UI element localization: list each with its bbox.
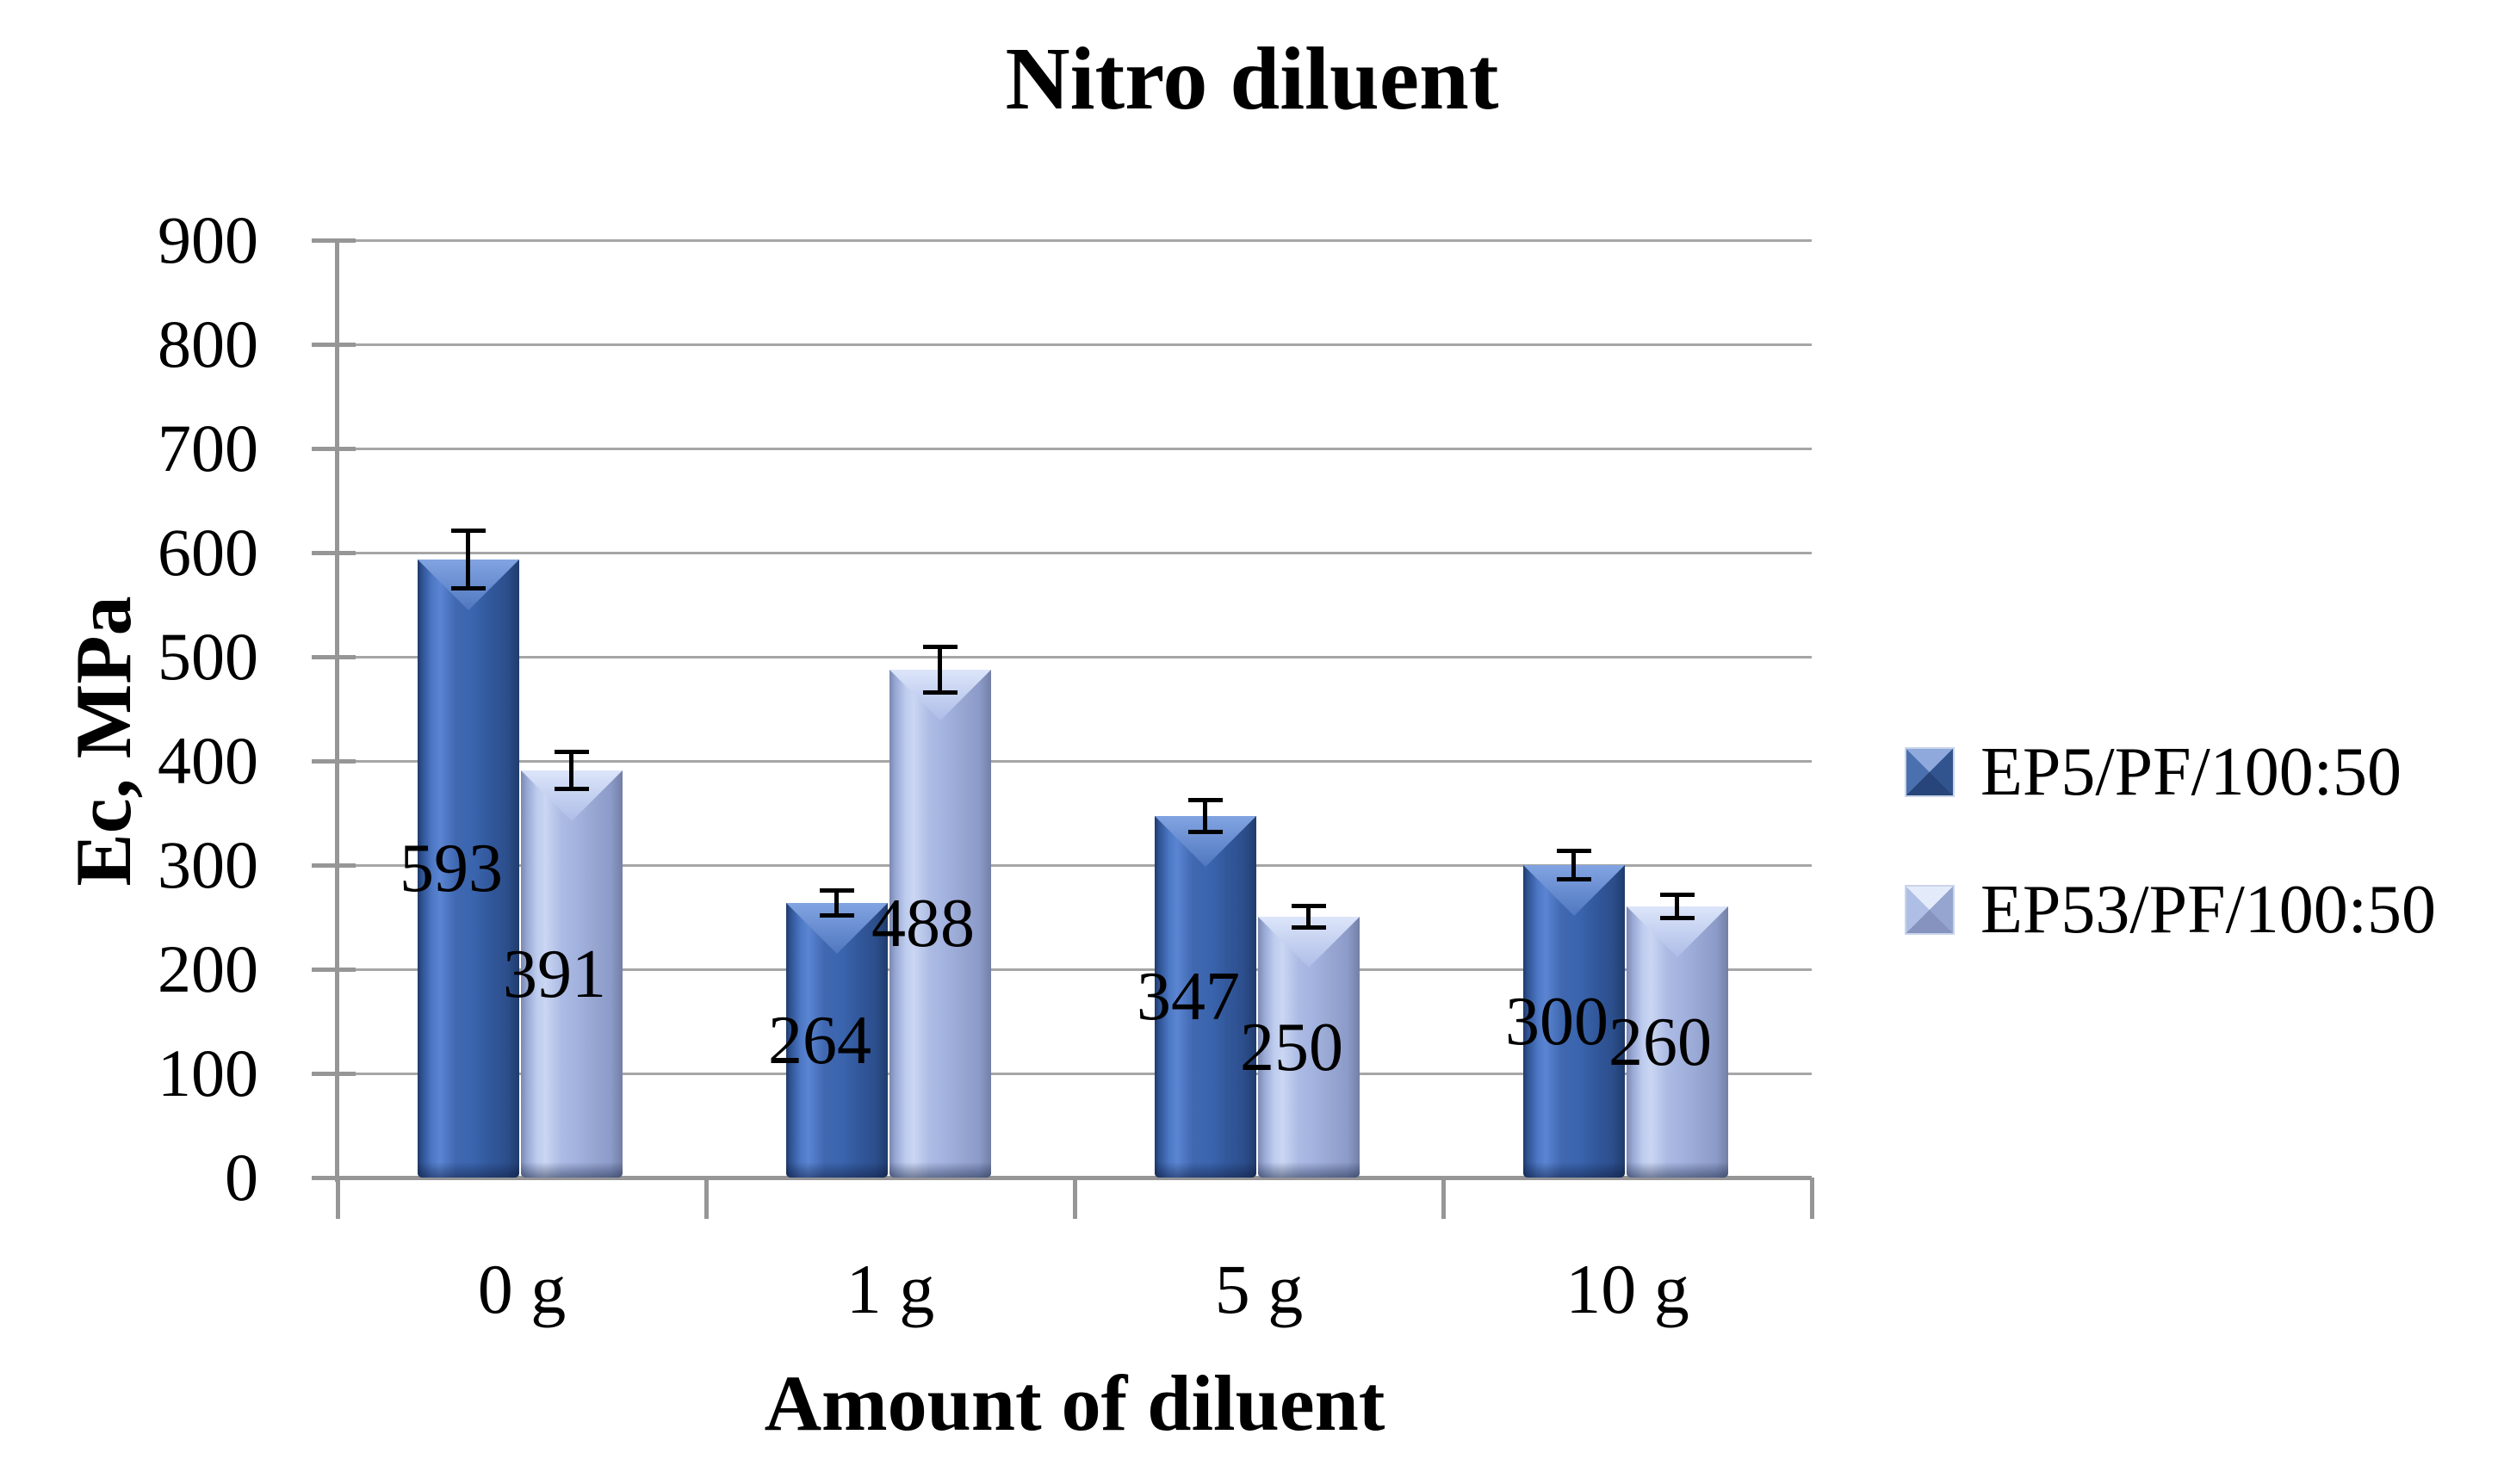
y-tick-label: 900: [158, 202, 258, 277]
error-bar: [923, 645, 958, 695]
legend-entry-label: EP53/PF/100:50: [1980, 871, 2437, 948]
error-bar-line: [1306, 904, 1311, 930]
error-bar-cap-top: [451, 529, 486, 533]
error-bar-cap-top: [1557, 849, 1591, 853]
error-bar-cap-top: [1660, 893, 1695, 897]
x-category-label: 5 g: [1214, 1250, 1304, 1328]
bar-series1-10g: [1523, 865, 1625, 1178]
gridline: [338, 759, 1812, 763]
gridline: [338, 863, 1812, 867]
x-category-label: 10 g: [1565, 1250, 1689, 1328]
x-category-label: 0 g: [477, 1250, 567, 1328]
y-tick-label: 500: [158, 619, 258, 694]
x-axis-title: Amount of diluent: [764, 1359, 1385, 1447]
error-bar-cap-bottom: [1660, 916, 1695, 920]
legend-entry: EP53/PF/100:50: [1905, 871, 2436, 949]
legend-entry-label: EP5/PF/100:50: [1980, 733, 2402, 810]
data-label: 593: [400, 831, 503, 906]
x-axis-tick: [1072, 1178, 1077, 1219]
error-bar: [820, 888, 854, 918]
error-bar-cap-bottom: [451, 586, 486, 591]
y-axis-tick: [312, 967, 356, 972]
error-bar-cap-top: [923, 645, 958, 649]
y-tick-label: 0: [225, 1140, 258, 1215]
error-bar-line: [1571, 849, 1576, 881]
error-bar-line: [466, 529, 470, 591]
legend-entry: EP5/PF/100:50: [1905, 733, 2402, 811]
error-bar-cap-top: [1292, 904, 1326, 908]
bar-series2-5g: [1258, 917, 1360, 1178]
data-label: 250: [1240, 1009, 1343, 1085]
y-tick-label: 700: [158, 411, 258, 485]
error-bar-cap-bottom: [1188, 830, 1223, 834]
legend-swatch-icon: [1905, 885, 1955, 935]
y-axis-tick: [312, 654, 356, 659]
bar-series1-5g: [1155, 816, 1256, 1178]
bar-series1-1g: [786, 903, 888, 1178]
x-axis-tick: [335, 1178, 340, 1219]
data-label: 264: [768, 1002, 871, 1079]
bar-series2-10g: [1627, 906, 1728, 1178]
y-tick-label: 600: [158, 515, 258, 590]
data-label: 391: [503, 936, 606, 1012]
error-bar-cap-bottom: [1557, 877, 1591, 881]
data-label: 347: [1137, 959, 1240, 1035]
data-label: 260: [1608, 1004, 1712, 1080]
bar-series1-0g: [418, 560, 519, 1178]
y-axis-tick: [312, 238, 356, 243]
error-bar-cap-bottom: [1292, 925, 1326, 930]
error-bar: [1660, 893, 1695, 920]
gridline: [338, 343, 1812, 346]
error-bar-cap-top: [820, 888, 854, 893]
y-axis-tick: [312, 863, 356, 868]
x-axis-tick: [1441, 1178, 1446, 1219]
error-bar: [555, 750, 589, 791]
error-bar-cap-bottom: [923, 690, 958, 695]
y-axis-tick: [312, 758, 356, 764]
y-tick-label: 200: [158, 931, 258, 1006]
error-bar-cap-bottom: [555, 787, 589, 791]
y-axis-tick: [312, 550, 356, 555]
error-bar-line: [1675, 893, 1679, 920]
y-axis-tick: [312, 342, 356, 347]
x-category-label: 1 g: [846, 1250, 935, 1328]
y-axis-line: [335, 238, 339, 1182]
error-bar-line: [1203, 798, 1207, 834]
gridline: [338, 238, 1812, 242]
gridline: [338, 551, 1812, 554]
chart-title: Nitro diluent: [1005, 29, 1499, 128]
bar-series2-1g: [889, 670, 991, 1178]
error-bar: [1188, 798, 1223, 834]
error-bar: [451, 529, 486, 591]
x-axis-tick: [1809, 1178, 1814, 1219]
error-bar-line: [938, 645, 942, 695]
x-axis-tick: [703, 1178, 709, 1219]
error-bar-line: [834, 888, 839, 918]
x-axis-line: [312, 1176, 1812, 1180]
legend-swatch-icon: [1905, 747, 1955, 797]
y-axis-tick: [312, 446, 356, 451]
bar-series2-0g: [521, 770, 623, 1178]
gridline: [338, 1072, 1812, 1075]
error-bar: [1557, 849, 1591, 881]
data-label: 300: [1505, 983, 1608, 1060]
data-label: 488: [871, 886, 975, 962]
error-bar-cap-top: [555, 750, 589, 754]
error-bar-line: [569, 750, 573, 791]
y-tick-label: 800: [158, 306, 258, 381]
gridline: [338, 968, 1812, 971]
plot-area: 593 391 264 488 347 250 300 260: [312, 238, 1814, 1219]
gridline: [338, 655, 1812, 659]
y-tick-label: 100: [158, 1036, 258, 1110]
error-bar-cap-bottom: [820, 913, 854, 918]
error-bar: [1292, 904, 1326, 930]
y-tick-label: 300: [158, 827, 258, 902]
gridline: [338, 447, 1812, 450]
error-bar-cap-top: [1188, 798, 1223, 802]
y-tick-label: 400: [158, 723, 258, 798]
y-axis-tick: [312, 1071, 356, 1076]
